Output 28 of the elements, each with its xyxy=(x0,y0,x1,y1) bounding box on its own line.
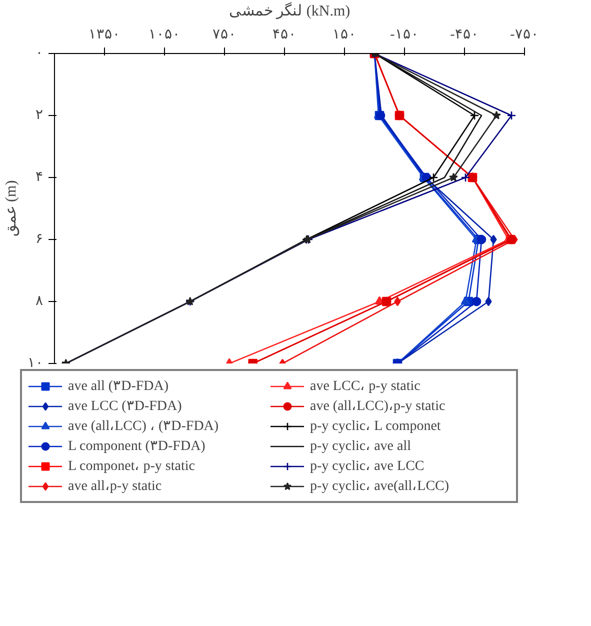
y-tick-label: ۸ xyxy=(36,294,44,309)
legend-label: ave (all،LCC) ، (۳D-FDA) xyxy=(68,418,220,435)
legend-label: p-y cyclic، ave all xyxy=(310,438,412,455)
legend-label: ave LCC (۳D-FDA) xyxy=(68,398,183,415)
y-tick-label: ۶ xyxy=(36,232,44,247)
y-axis-title: عمق (m) xyxy=(4,180,20,237)
x-tick-label: ۱۰۵۰ xyxy=(148,28,180,42)
y-tick-label: ۰ xyxy=(36,46,44,61)
legend-label: ave all،p-y static xyxy=(68,478,163,495)
x-tick-label: ۱۵۰ xyxy=(332,28,356,42)
legend-label: p-y cyclic، ave LCC xyxy=(310,458,426,475)
legend-label: ave LCC، p-y static xyxy=(310,378,422,395)
legend-label: p-y cyclic، ave(all،LCC) xyxy=(310,478,450,495)
x-tick-label: -۴۵۰ xyxy=(450,28,479,42)
legend-label: L componet، p-y static xyxy=(68,458,196,475)
legend-label: ave all (۳D-FDA) xyxy=(68,378,170,395)
x-tick-label: ۱۳۵۰ xyxy=(88,28,120,42)
x-tick-label: -۷۵۰ xyxy=(510,28,539,42)
y-tick-label: ۲ xyxy=(36,108,44,123)
y-tick-label: ۱۰ xyxy=(28,356,44,371)
legend-label: L component (۳D-FDA) xyxy=(68,438,206,455)
y-tick-label: ۴ xyxy=(36,170,44,185)
x-tick-label: ۷۵۰ xyxy=(212,28,236,42)
x-tick-label: ۴۵۰ xyxy=(272,28,296,42)
legend-label: ave (all،LCC)،p-y static xyxy=(310,398,446,415)
x-tick-label: -۱۵۰ xyxy=(390,28,419,42)
x-axis-title: لنگر خمشی (kN.m) xyxy=(228,2,350,20)
legend-label: p-y cyclic، L componet xyxy=(310,418,442,435)
